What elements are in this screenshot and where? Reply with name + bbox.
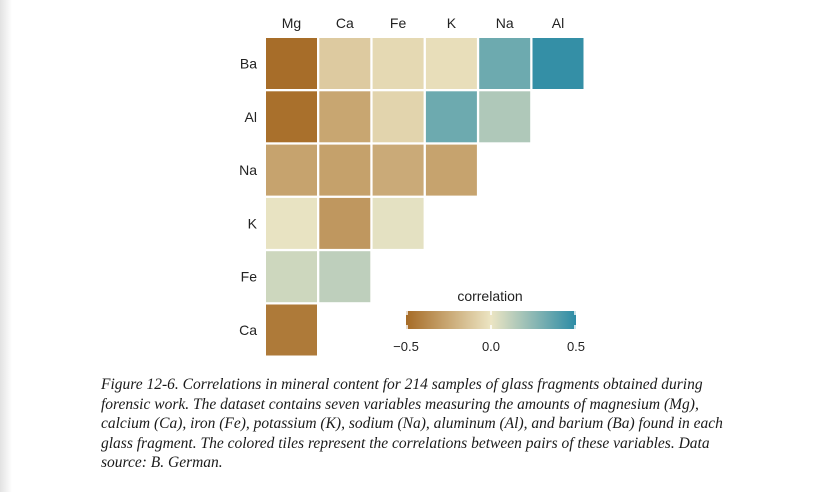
column-label: Mg [282,15,301,31]
heatmap-tile [425,38,477,89]
heatmap-tile [266,197,317,249]
column-labels: Mg Ca Fe K Na Al [282,15,564,31]
heatmap-tile [266,144,317,196]
legend-title: correlation [457,288,522,304]
heatmap-tile [266,304,317,356]
heatmap-tile [266,251,317,303]
heatmap-tile [372,91,424,143]
heatmap-tile [266,91,317,143]
heatmap-tile [266,38,317,89]
heatmap-tiles [266,38,584,356]
correlation-heatmap: Mg Ca Fe K Na Al Ba Al Na K Fe Ca correlation −0.5… [239,15,585,356]
color-legend: correlation −0.5 0.0 0.5 [393,288,585,354]
row-label: Fe [241,269,258,285]
heatmap-tile [319,144,371,196]
figure-caption: Figure 12-6. Correlations in mineral con… [101,376,723,471]
heatmap-tile [319,38,371,89]
legend-ticks: −0.5 0.0 0.5 [393,311,585,354]
heatmap-tile [319,197,371,249]
page-edge-shadow [0,0,12,492]
legend-tick-label: 0.5 [567,339,585,354]
heatmap-tile [425,91,477,143]
row-label: Na [239,162,257,178]
heatmap-tile [372,144,424,196]
heatmap-tile [532,38,584,89]
row-label: Ba [240,56,257,72]
row-label: Ca [239,322,257,338]
column-label: Na [496,15,514,31]
heatmap-tile [372,197,424,249]
column-label: Fe [390,15,407,31]
column-label: Al [552,15,564,31]
heatmap-tile [372,38,424,89]
heatmap-tile [479,38,531,89]
column-label: Ca [336,15,354,31]
heatmap-tile [319,91,371,143]
heatmap-tile [425,144,477,196]
row-label: K [248,215,258,231]
heatmap-tile [479,91,531,143]
legend-tick-label: 0.0 [482,339,500,354]
heatmap-tile [319,251,371,303]
row-label: Al [245,109,257,125]
legend-color-bar [406,311,576,329]
row-labels: Ba Al Na K Fe Ca [239,56,258,339]
column-label: K [447,15,457,31]
legend-tick-label: −0.5 [393,339,419,354]
